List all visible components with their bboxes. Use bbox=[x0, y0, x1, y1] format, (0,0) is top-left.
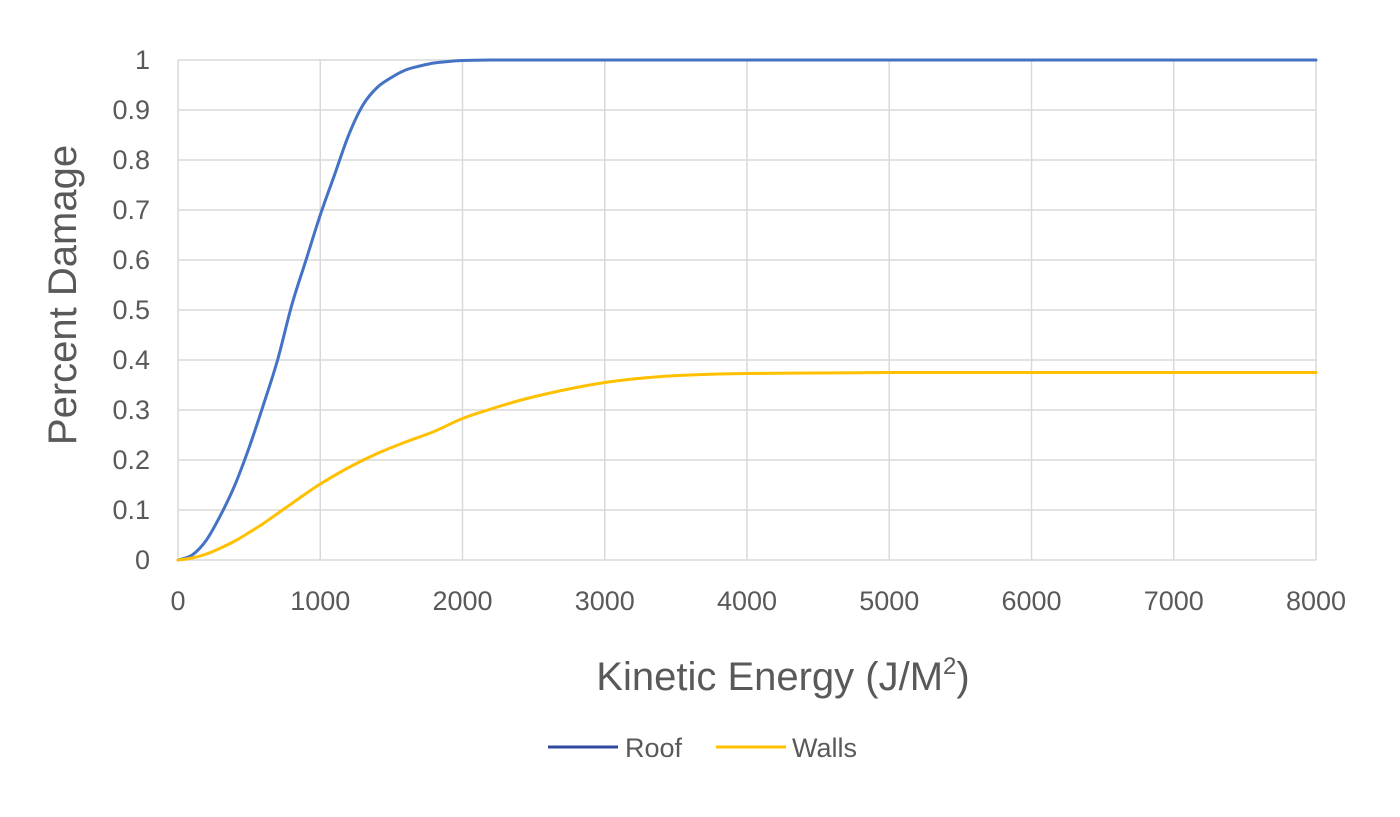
y-tick-label: 0.4 bbox=[112, 345, 150, 375]
y-tick-label: 0.7 bbox=[112, 195, 150, 225]
x-tick-label: 5000 bbox=[859, 586, 919, 616]
y-tick-label: 0 bbox=[135, 545, 150, 575]
y-tick-label: 1 bbox=[135, 45, 150, 75]
x-tick-label: 0 bbox=[170, 586, 185, 616]
x-tick-label: 7000 bbox=[1144, 586, 1204, 616]
x-axis-title: Kinetic Energy (J/M2) bbox=[596, 653, 969, 699]
series-line-walls bbox=[176, 370, 1318, 562]
x-tick-labels: 0 1000 2000 3000 4000 5000 6000 7000 8000 bbox=[170, 586, 1346, 616]
y-tick-label: 0.9 bbox=[112, 95, 150, 125]
x-tick-label: 2000 bbox=[432, 586, 492, 616]
legend-label-roof: Roof bbox=[625, 733, 683, 763]
x-axis-title-superscript: 2 bbox=[943, 653, 956, 680]
legend-label-walls: Walls bbox=[792, 733, 857, 763]
x-axis-title-suffix: ) bbox=[956, 655, 969, 699]
x-tick-label: 8000 bbox=[1286, 586, 1346, 616]
y-tick-label: 0.3 bbox=[112, 395, 150, 425]
y-axis-title: Percent Damage bbox=[41, 145, 85, 445]
x-axis-title-main: Kinetic Energy (J/M bbox=[596, 655, 943, 699]
x-tick-label: 6000 bbox=[1001, 586, 1061, 616]
y-tick-labels: 0 0.1 0.2 0.3 0.4 0.5 0.6 0.7 0.8 0.9 1 bbox=[112, 45, 150, 575]
y-tick-label: 0.8 bbox=[112, 145, 150, 175]
y-tick-label: 0.2 bbox=[112, 445, 150, 475]
y-tick-label: 0.5 bbox=[112, 295, 150, 325]
y-tick-label: 0.6 bbox=[112, 245, 150, 275]
x-tick-label: 4000 bbox=[717, 586, 777, 616]
legend: Roof Walls bbox=[548, 733, 857, 763]
gridlines bbox=[177, 59, 1317, 561]
x-tick-label: 3000 bbox=[575, 586, 635, 616]
series-group bbox=[176, 58, 1318, 562]
series-line-roof bbox=[176, 58, 1318, 562]
y-tick-label: 0.1 bbox=[112, 495, 150, 525]
x-tick-label: 1000 bbox=[290, 586, 350, 616]
